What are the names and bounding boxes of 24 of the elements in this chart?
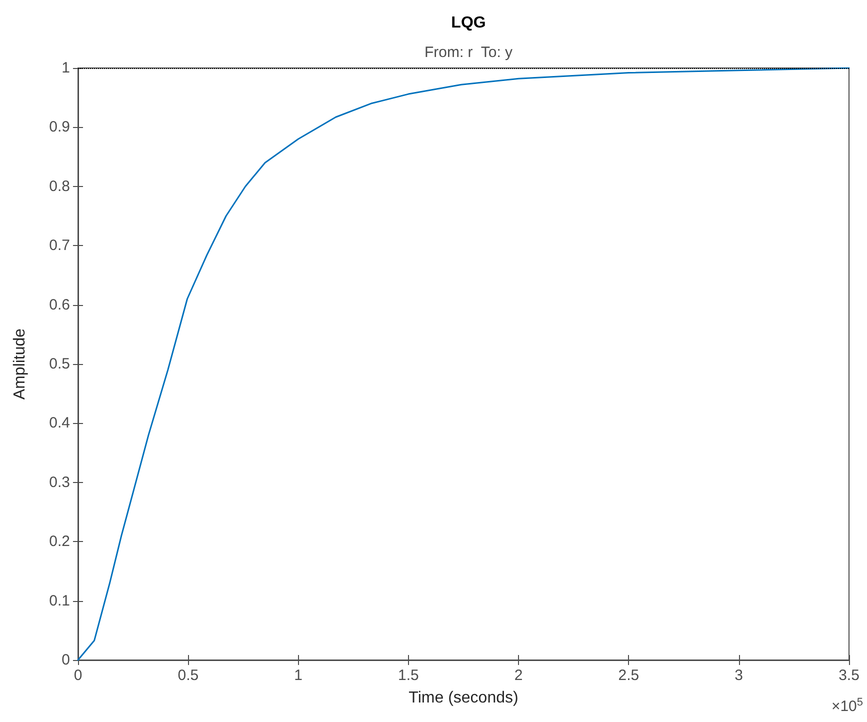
y-tick-label: 0.3	[49, 474, 70, 491]
x-tick-label: 3	[734, 667, 744, 684]
x-axis-title: Time (seconds)	[408, 690, 518, 706]
y-tick-label: 1	[62, 60, 70, 76]
x-tick-label: 1.5	[398, 667, 419, 684]
y-tick-label: 0.4	[49, 414, 70, 432]
y-tick-label: 0.2	[49, 533, 70, 550]
chart-subtitle: From: r To: y	[424, 44, 514, 61]
y-tick-label: 0.9	[49, 118, 70, 136]
x-tick-label: 2.5	[618, 667, 640, 684]
x-tick-label: 2	[514, 667, 523, 684]
y-tick-label: 0.6	[49, 296, 70, 314]
y-tick-label: 0.8	[49, 178, 70, 195]
chart-title: LQG	[451, 14, 486, 32]
line-series	[77, 67, 850, 661]
y-tick-label: 0.1	[49, 592, 70, 610]
y-tick-label: 0.5	[49, 356, 70, 372]
y-tick-label: 0.7	[49, 237, 70, 254]
y-axis-title: Amplitude	[12, 328, 28, 400]
x-tick-label: 1	[294, 667, 302, 684]
y-tick-label: 0	[62, 652, 70, 668]
x-tick-label: 0.5	[178, 667, 199, 684]
x-tick-label: 3.5	[838, 667, 860, 684]
x-tick-label: 0	[74, 667, 82, 684]
